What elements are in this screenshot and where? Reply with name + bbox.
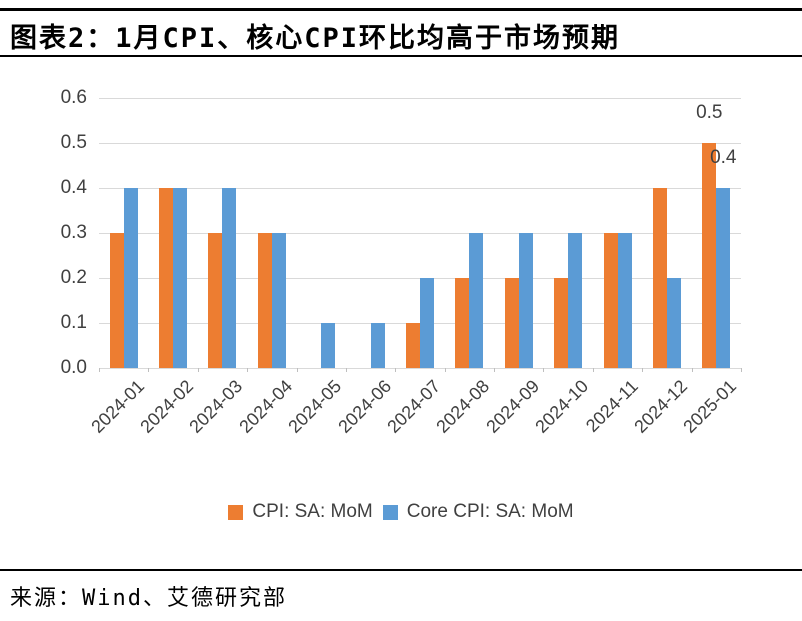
bar-core-cpi-sa-mom-2024-01	[123, 188, 138, 368]
bar-core-cpi-sa-mom-2024-08	[469, 233, 484, 368]
bar-cpi-sa-mom-2024-07	[406, 323, 420, 368]
x-axis-line	[99, 368, 741, 369]
bar-core-cpi-sa-mom-2024-04	[271, 233, 286, 368]
gridline	[99, 98, 741, 99]
x-axis-tick	[345, 368, 347, 372]
footer-divider	[0, 569, 802, 571]
bar-core-cpi-sa-mom-2024-12	[666, 278, 681, 368]
data-label: 0.4	[710, 147, 737, 168]
x-axis-tick	[296, 368, 298, 372]
legend-item: CPI: SA: MoM	[228, 501, 373, 523]
legend-item: Core CPI: SA: MoM	[382, 501, 574, 523]
x-axis-tick-label: 2024-10	[531, 376, 593, 437]
top-divider	[0, 8, 802, 11]
legend-label: CPI: SA: MoM	[252, 501, 373, 522]
y-axis-tick-label: 0.6	[60, 87, 87, 108]
x-axis-tick-label: 2024-02	[136, 376, 198, 437]
x-axis-tick	[99, 368, 100, 372]
bar-core-cpi-sa-mom-2024-09	[518, 233, 533, 368]
bar-core-cpi-sa-mom-2024-03	[222, 188, 237, 368]
x-axis-tick-label: 2024-04	[235, 376, 297, 437]
x-axis-tick	[197, 368, 199, 372]
y-axis-tick-label: 0.5	[60, 132, 87, 153]
x-axis-tick	[543, 368, 545, 372]
bar-cpi-sa-mom-2025-01	[702, 143, 717, 368]
bar-core-cpi-sa-mom-2024-11	[617, 233, 632, 368]
x-axis-tick	[494, 368, 496, 372]
bar-cpi-sa-mom-2024-11	[603, 233, 618, 368]
bar-cpi-sa-mom-2024-02	[159, 188, 174, 368]
y-axis-tick-label: 0.0	[60, 357, 87, 378]
data-label: 0.5	[696, 102, 723, 123]
y-axis-tick-label: 0.4	[60, 177, 87, 198]
x-axis-tick	[247, 368, 249, 372]
x-axis-tick	[395, 368, 397, 372]
bar-cpi-sa-mom-2024-08	[455, 278, 470, 368]
bar-cpi-sa-mom-2024-09	[504, 278, 519, 368]
x-axis-tick-label: 2024-07	[383, 376, 445, 437]
x-axis-tick-label: 2025-01	[679, 376, 741, 437]
x-axis-tick-label: 2024-06	[333, 376, 395, 437]
bar-core-cpi-sa-mom-2024-06	[370, 323, 385, 368]
x-axis-tick-label: 2024-01	[86, 376, 148, 437]
bar-core-cpi-sa-mom-2024-10	[568, 233, 583, 368]
title-divider	[0, 55, 802, 57]
bar-cpi-sa-mom-2024-01	[109, 233, 124, 368]
x-axis-tick	[691, 368, 693, 372]
y-axis-tick-label: 0.1	[60, 312, 87, 333]
bar-cpi-sa-mom-2024-04	[257, 233, 272, 368]
x-axis-tick	[444, 368, 446, 372]
gridline	[99, 233, 741, 234]
gridline	[99, 143, 741, 144]
gridline	[99, 188, 741, 189]
y-axis-tick-label: 0.3	[60, 222, 87, 243]
legend-swatch-icon	[228, 504, 244, 520]
legend-swatch-icon	[382, 504, 398, 520]
x-axis-tick	[592, 368, 594, 372]
bar-cpi-sa-mom-2024-10	[554, 278, 569, 368]
source-note: 来源：Wind、艾德研究部	[10, 586, 287, 611]
x-axis-tick	[741, 368, 742, 372]
x-axis-tick	[642, 368, 644, 372]
chart-legend: CPI: SA: MoM Core CPI: SA: MoM	[0, 501, 802, 523]
bar-core-cpi-sa-mom-2024-07	[420, 278, 434, 368]
y-axis-tick-label: 0.2	[60, 267, 87, 288]
x-axis-tick-label: 2024-08	[432, 376, 494, 437]
bar-core-cpi-sa-mom-2024-02	[173, 188, 188, 368]
legend-label: Core CPI: SA: MoM	[406, 501, 574, 522]
x-axis-tick-label: 2024-05	[284, 376, 346, 437]
chart-title: 图表2：1月CPI、核心CPI环比均高于市场预期	[10, 23, 621, 54]
x-axis-tick-label: 2024-12	[630, 376, 692, 437]
x-axis-tick	[148, 368, 150, 372]
x-axis-tick-label: 2024-03	[185, 376, 247, 437]
bar-core-cpi-sa-mom-2025-01	[716, 188, 731, 368]
bar-core-cpi-sa-mom-2024-05	[321, 323, 336, 368]
x-axis-tick-label: 2024-11	[581, 376, 642, 436]
bar-cpi-sa-mom-2024-03	[208, 233, 223, 368]
bar-cpi-sa-mom-2024-12	[652, 188, 667, 368]
x-axis-tick-label: 2024-09	[482, 376, 543, 437]
